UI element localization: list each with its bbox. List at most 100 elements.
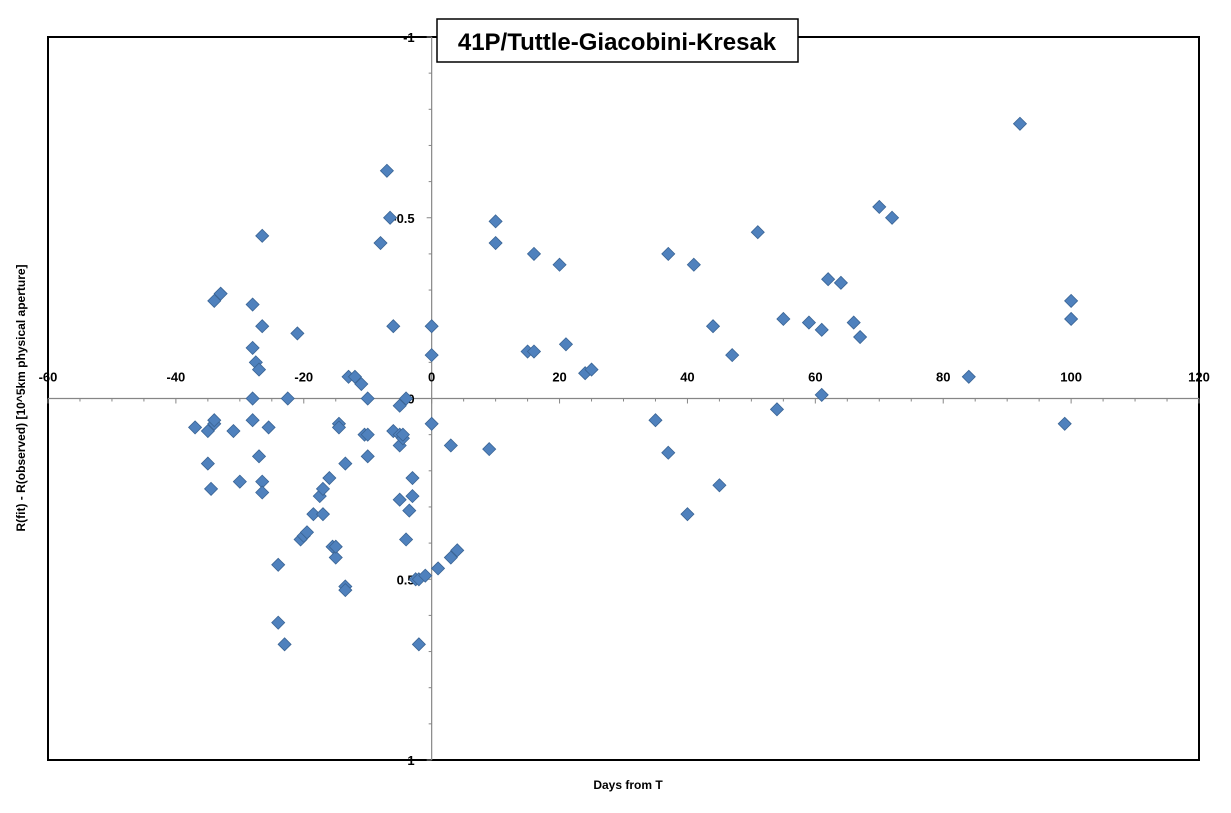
- data-point: [338, 583, 353, 598]
- data-point: [750, 225, 765, 240]
- x-tick-label: -20: [294, 370, 313, 385]
- data-point: [399, 532, 414, 547]
- data-point: [769, 402, 785, 417]
- data-point: [200, 456, 215, 471]
- data-point: [306, 507, 321, 522]
- data-point: [961, 369, 976, 384]
- data-point: [328, 550, 343, 565]
- data-point: [386, 319, 401, 334]
- data-point: [552, 257, 567, 272]
- data-point: [801, 315, 817, 330]
- data-point: [853, 329, 868, 345]
- data-point: [648, 413, 663, 428]
- data-point: [526, 344, 542, 359]
- data-point: [661, 246, 676, 261]
- data-point: [203, 481, 219, 496]
- data-point: [872, 199, 887, 214]
- data-point: [373, 235, 388, 251]
- y-tick-label: 1: [407, 753, 414, 768]
- data-point: [255, 228, 270, 243]
- data-point: [200, 423, 215, 439]
- data-point: [207, 293, 222, 308]
- x-tick-label: -40: [166, 370, 185, 385]
- x-tick-label: 0: [428, 370, 435, 385]
- data-point: [1064, 311, 1079, 327]
- data-point: [331, 420, 347, 435]
- data-point: [392, 398, 407, 413]
- data-point: [424, 348, 439, 363]
- x-tick-label: 60: [808, 370, 822, 385]
- data-point: [255, 319, 270, 334]
- x-tick-label: -60: [39, 370, 58, 385]
- data-point: [328, 539, 343, 554]
- chart-title-background: [436, 18, 799, 63]
- data-point: [584, 362, 599, 377]
- data-point: [271, 615, 286, 630]
- y-tick-label: -0.5: [392, 211, 414, 226]
- data-point: [405, 470, 420, 486]
- data-point: [450, 543, 465, 558]
- data-point: [821, 272, 836, 287]
- data-point: [661, 445, 676, 460]
- data-point: [232, 474, 247, 489]
- data-point: [207, 413, 222, 428]
- data-point: [245, 340, 260, 355]
- data-point: [558, 337, 574, 352]
- data-point: [338, 456, 353, 471]
- x-tick-label: 120: [1188, 370, 1210, 385]
- data-point: [814, 322, 829, 337]
- data-point: [290, 326, 305, 341]
- y-axis-title: R(fit) - R(observed) [10^5km physical ap…: [14, 264, 28, 531]
- data-point: [347, 369, 362, 384]
- x-tick-label: 100: [1060, 370, 1082, 385]
- data-point: [418, 568, 433, 583]
- data-point: [379, 163, 394, 178]
- data-point: [315, 507, 331, 522]
- data-point: [354, 376, 369, 392]
- data-point: [245, 413, 260, 428]
- data-point: [360, 449, 375, 464]
- data-point: [814, 387, 829, 402]
- x-tick-labels: -60 -40 -20 0 20 40 60 80 100 120: [39, 370, 1210, 385]
- data-point: [424, 416, 439, 431]
- x-tick-label: 40: [680, 370, 694, 385]
- data-point: [725, 348, 740, 363]
- data-point: [705, 319, 721, 334]
- data-point: [383, 210, 398, 225]
- data-point: [395, 427, 410, 442]
- data-point: [277, 637, 292, 652]
- data-point: [482, 442, 497, 457]
- axes: [47, 36, 1200, 761]
- data-point: [299, 525, 315, 540]
- data-point: [1012, 116, 1028, 131]
- data-point: [392, 492, 407, 507]
- data-point: [430, 561, 446, 576]
- data-point: [213, 286, 228, 301]
- x-tick-label: 20: [552, 370, 566, 385]
- data-point: [712, 478, 727, 493]
- data-point: [443, 550, 458, 565]
- x-tick-label: 80: [936, 370, 950, 385]
- data-point: [245, 391, 260, 406]
- data-point: [360, 427, 375, 442]
- data-point: [226, 423, 241, 439]
- data-point: [1064, 293, 1079, 308]
- data-point: [251, 449, 267, 464]
- data-point: [424, 319, 439, 334]
- chart-title-box: 41P/Tuttle-Giacobini-Kresak: [436, 18, 799, 63]
- data-points: [188, 116, 1079, 652]
- data-point: [261, 420, 276, 435]
- data-point: [322, 470, 337, 486]
- chart-title: 41P/Tuttle-Giacobini-Kresak: [458, 29, 777, 56]
- data-point: [833, 275, 848, 290]
- data-point: [399, 391, 414, 406]
- x-axis-title: Days from T: [593, 778, 663, 792]
- data-point: [846, 315, 861, 330]
- data-point: [315, 481, 331, 496]
- data-point: [443, 438, 458, 453]
- y-tick-label: -1: [403, 30, 415, 45]
- data-point: [776, 311, 791, 327]
- data-point: [885, 210, 900, 225]
